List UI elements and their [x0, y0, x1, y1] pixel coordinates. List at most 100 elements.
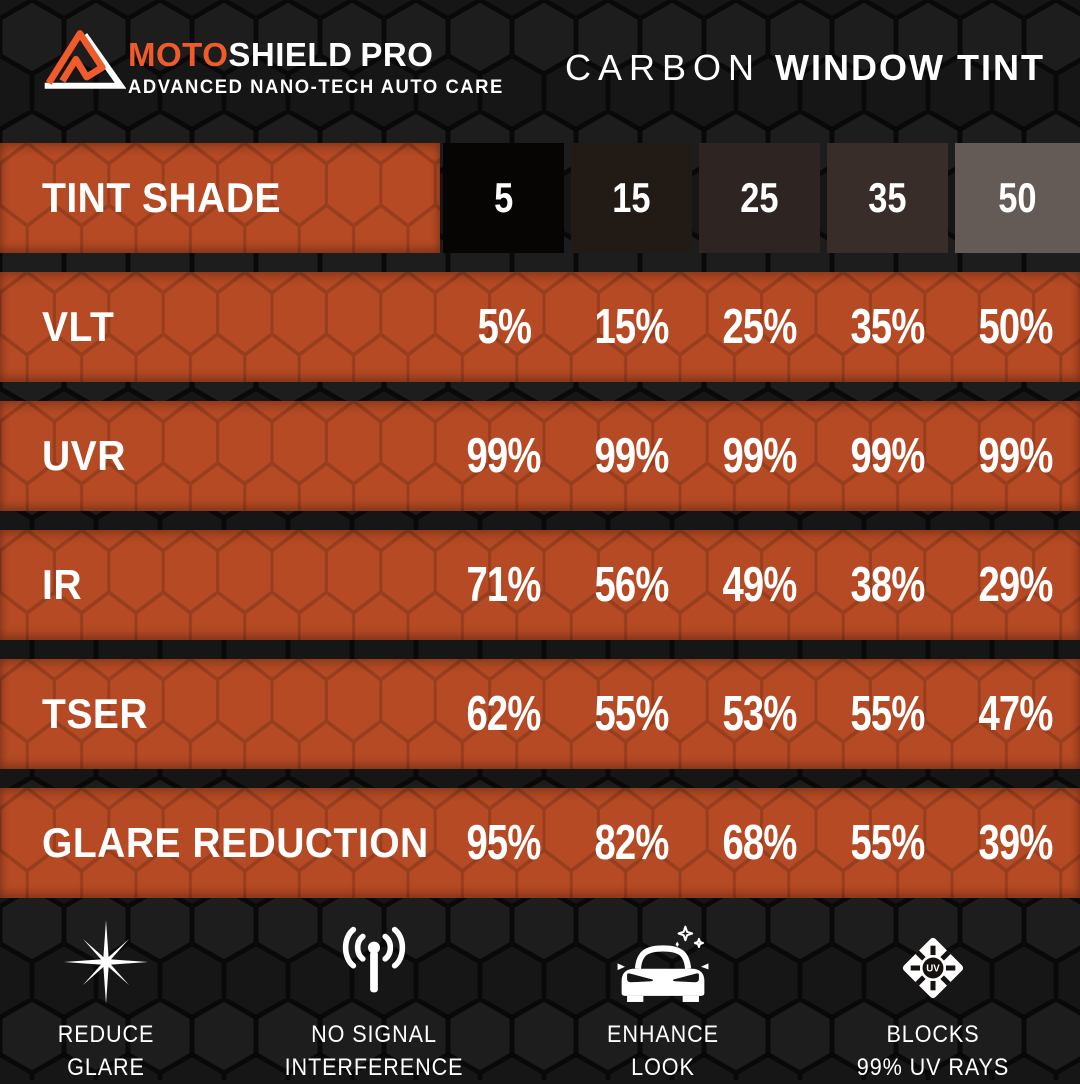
feature-label: BLOCKS 99% UV RAYS: [807, 1018, 1059, 1084]
value-cell: 35%: [824, 272, 952, 382]
row-label-vlt: VLT: [42, 303, 115, 350]
value-text: 99%: [850, 429, 926, 483]
brand-name-pro: PRO: [360, 36, 434, 73]
value-cell: 99%: [952, 401, 1080, 511]
feature-label: ENHANCE LOOK: [537, 1018, 789, 1084]
value-cell: 5%: [440, 272, 568, 382]
page-title-bold: WINDOW TINT: [775, 47, 1045, 88]
value-text: 47%: [978, 687, 1054, 741]
value-cell: 55%: [824, 659, 952, 769]
page-title-light: CARBON: [565, 47, 762, 88]
triangle-logo-icon: [44, 30, 126, 89]
row-ir: IR 71% 56% 49% 38% 29%: [0, 530, 1080, 640]
feature-reduce-glare: REDUCE GLARE: [0, 912, 246, 1084]
value-text: 35%: [850, 300, 926, 354]
value-text: 53%: [722, 687, 798, 741]
value-cell: 99%: [696, 401, 824, 511]
value-cell: 71%: [440, 530, 568, 640]
shade-swatch-25: 25: [699, 143, 820, 253]
uv-badge-text: UV: [926, 964, 940, 975]
value-text: 62%: [466, 687, 542, 741]
value-text: 50%: [978, 300, 1054, 354]
value-cell: 99%: [824, 401, 952, 511]
value-cell: 95%: [440, 788, 568, 898]
no-signal-interference-icon: [234, 912, 514, 1004]
value-text: 15%: [594, 300, 670, 354]
brand-name-shield: SHIELD: [228, 36, 353, 73]
value-text: 82%: [594, 816, 670, 870]
value-text: 71%: [466, 558, 542, 612]
value-text: 99%: [466, 429, 542, 483]
value-cell: 47%: [952, 659, 1080, 769]
value-text: 55%: [850, 816, 926, 870]
value-cell: 50%: [952, 272, 1080, 382]
row-label-uvr: UVR: [42, 432, 126, 479]
shade-swatch-label: 15: [612, 174, 651, 221]
feature-label-line1: BLOCKS: [886, 1021, 980, 1048]
value-text: 5%: [477, 300, 531, 354]
feature-label-line1: REDUCE: [57, 1021, 155, 1048]
tint-shade-header-band: TINT SHADE: [0, 143, 440, 253]
value-text: 25%: [722, 300, 798, 354]
value-cell: 29%: [952, 530, 1080, 640]
row-label-ir: IR: [42, 561, 82, 608]
value-cell: 99%: [568, 401, 696, 511]
value-text: 49%: [722, 558, 798, 612]
shade-swatch-50: 50: [955, 143, 1080, 253]
value-cell: 56%: [568, 530, 696, 640]
value-text: 39%: [978, 816, 1054, 870]
reduce-glare-icon: [0, 912, 246, 1004]
row-label-glare-reduction: GLARE REDUCTION: [42, 819, 429, 866]
brand-logo: [42, 28, 126, 92]
value-text: 99%: [722, 429, 798, 483]
value-text: 99%: [978, 429, 1054, 483]
row-uvr: UVR 99% 99% 99% 99% 99%: [0, 401, 1080, 511]
feature-label: REDUCE GLARE: [0, 1018, 232, 1084]
feature-no-signal-interference: NO SIGNAL INTERFERENCE: [234, 912, 514, 1084]
feature-label-line1: NO SIGNAL: [311, 1021, 437, 1048]
value-text: 95%: [466, 816, 542, 870]
page-title: CARBON WINDOW TINT: [545, 50, 1065, 86]
feature-label-line2: GLARE: [67, 1054, 145, 1082]
value-cell: 62%: [440, 659, 568, 769]
shade-swatch-35: 35: [827, 143, 948, 253]
value-cell: 68%: [696, 788, 824, 898]
value-cell: 82%: [568, 788, 696, 898]
row-tser: TSER 62% 55% 53% 55% 47%: [0, 659, 1080, 769]
feature-label-line2: LOOK: [631, 1054, 695, 1082]
feature-blocks-uv: UV BLOCKS 99% UV RAYS: [793, 912, 1073, 1084]
blocks-uv-icon: UV: [793, 912, 1073, 1004]
brand-name: MOTOSHIELD PRO: [128, 38, 516, 71]
shade-swatch-15: 15: [571, 143, 692, 253]
value-text: 29%: [978, 558, 1054, 612]
value-text: 99%: [594, 429, 670, 483]
value-cell: 49%: [696, 530, 824, 640]
value-cell: 55%: [824, 788, 952, 898]
value-text: 38%: [850, 558, 926, 612]
feature-label-line1: ENHANCE: [607, 1021, 719, 1048]
value-cell: 25%: [696, 272, 824, 382]
value-cell: 39%: [952, 788, 1080, 898]
value-cell: 99%: [440, 401, 568, 511]
feature-enhance-look: ENHANCE LOOK: [523, 912, 803, 1084]
row-vlt: VLT 5% 15% 25% 35% 50%: [0, 272, 1080, 382]
feature-label-line2: 99% UV RAYS: [856, 1054, 1010, 1082]
brand-text: MOTOSHIELD PRO ADVANCED NANO-TECH AUTO CA…: [128, 38, 516, 99]
tint-shade-label: TINT SHADE: [42, 174, 282, 221]
value-cell: 38%: [824, 530, 952, 640]
value-text: 56%: [594, 558, 670, 612]
shade-swatch-label: 50: [998, 174, 1037, 221]
value-text: 55%: [594, 687, 670, 741]
shade-swatch-label: 35: [868, 174, 907, 221]
value-cell: 15%: [568, 272, 696, 382]
brand-tagline: ADVANCED NANO-TECH AUTO CARE: [128, 77, 504, 98]
row-label-tser: TSER: [42, 690, 149, 737]
value-cell: 53%: [696, 659, 824, 769]
brand-name-moto: MOTO: [128, 36, 229, 73]
value-cell: 55%: [568, 659, 696, 769]
shade-swatch-label: 25: [740, 174, 779, 221]
shade-swatch-label: 5: [493, 174, 514, 221]
shade-swatch-5: 5: [443, 143, 564, 253]
row-glare-reduction: GLARE REDUCTION 95% 82% 68% 55% 39%: [0, 788, 1080, 898]
feature-label: NO SIGNAL INTERFERENCE: [248, 1018, 500, 1084]
